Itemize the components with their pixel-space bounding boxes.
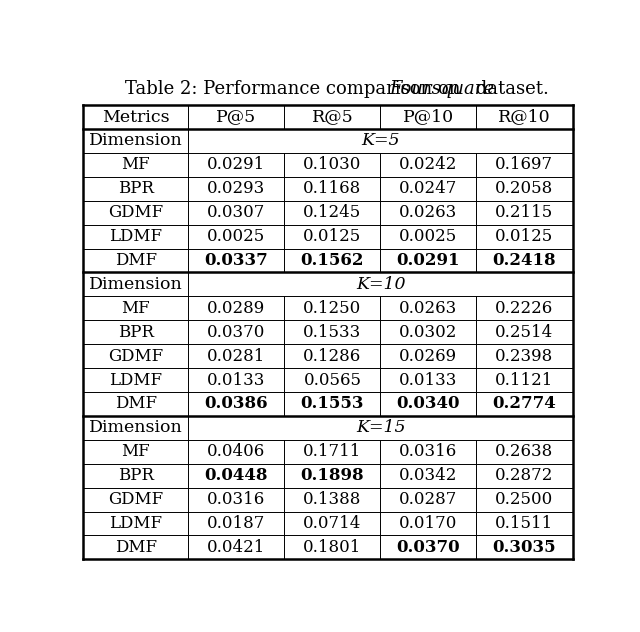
Text: Dimension: Dimension [89,133,182,149]
Text: GDMF: GDMF [108,491,163,508]
Text: 0.0170: 0.0170 [399,515,458,532]
Text: 0.1286: 0.1286 [303,348,362,365]
Text: 0.2058: 0.2058 [495,180,554,197]
Text: 0.0133: 0.0133 [207,372,266,389]
Text: 0.0370: 0.0370 [207,324,266,341]
Text: LDMF: LDMF [109,515,163,532]
Text: Foursquare: Foursquare [389,80,494,98]
Text: 0.0125: 0.0125 [303,228,362,245]
Text: 0.0302: 0.0302 [399,324,458,341]
Text: 0.2418: 0.2418 [493,252,556,269]
Text: 0.0291: 0.0291 [397,252,460,269]
Text: 0.2115: 0.2115 [495,204,554,221]
Text: 0.0370: 0.0370 [397,539,460,556]
Text: R@5: R@5 [312,109,353,126]
Text: 0.1121: 0.1121 [495,372,554,389]
Text: R@10: R@10 [498,109,551,126]
Text: 0.1168: 0.1168 [303,180,362,197]
Text: 0.2774: 0.2774 [493,396,556,413]
Text: 0.1245: 0.1245 [303,204,362,221]
Text: LDMF: LDMF [109,372,163,389]
Text: 0.1511: 0.1511 [495,515,554,532]
Text: 0.1697: 0.1697 [495,156,554,173]
Text: 0.1250: 0.1250 [303,300,362,317]
Text: Dimension: Dimension [89,276,182,293]
Text: P@5: P@5 [216,109,257,126]
Text: 0.2398: 0.2398 [495,348,554,365]
Text: 0.0448: 0.0448 [205,467,268,484]
Text: Metrics: Metrics [102,109,170,126]
Text: 0.3035: 0.3035 [493,539,556,556]
Text: Dimension: Dimension [89,420,182,436]
Text: Table 2: Performance comparison on: Table 2: Performance comparison on [125,80,466,98]
Text: 0.2638: 0.2638 [495,443,554,460]
Text: 0.0025: 0.0025 [399,228,458,245]
Text: DMF: DMF [115,396,157,413]
Text: 0.1801: 0.1801 [303,539,362,556]
Text: 0.0281: 0.0281 [207,348,266,365]
Text: 0.2226: 0.2226 [495,300,554,317]
Text: dataset.: dataset. [470,80,549,98]
Text: 0.0025: 0.0025 [207,228,266,245]
Text: BPR: BPR [118,467,154,484]
Text: K=15: K=15 [356,420,405,436]
Text: 0.0421: 0.0421 [207,539,266,556]
Text: 0.0565: 0.0565 [303,372,362,389]
Text: 0.1533: 0.1533 [303,324,362,341]
Text: GDMF: GDMF [108,204,163,221]
Text: 0.1898: 0.1898 [301,467,364,484]
Text: 0.2500: 0.2500 [495,491,554,508]
Text: GDMF: GDMF [108,348,163,365]
Text: 0.0287: 0.0287 [399,491,458,508]
Text: BPR: BPR [118,324,154,341]
Text: 0.0247: 0.0247 [399,180,458,197]
Text: DMF: DMF [115,252,157,269]
Text: 0.0337: 0.0337 [205,252,268,269]
Text: K=5: K=5 [362,133,400,149]
Text: 0.0187: 0.0187 [207,515,266,532]
Text: 0.0291: 0.0291 [207,156,266,173]
Text: MF: MF [122,156,150,173]
Text: DMF: DMF [115,539,157,556]
Text: 0.2872: 0.2872 [495,467,554,484]
Text: 0.1388: 0.1388 [303,491,362,508]
Text: 0.0125: 0.0125 [495,228,554,245]
Text: 0.0263: 0.0263 [399,300,458,317]
Text: 0.2514: 0.2514 [495,324,554,341]
Text: 0.1711: 0.1711 [303,443,362,460]
Text: MF: MF [122,443,150,460]
Text: 0.0307: 0.0307 [207,204,266,221]
Text: 0.0386: 0.0386 [205,396,268,413]
Text: 0.1553: 0.1553 [301,396,364,413]
Text: LDMF: LDMF [109,228,163,245]
Text: 0.0263: 0.0263 [399,204,458,221]
Text: 0.1562: 0.1562 [301,252,364,269]
Text: 0.0293: 0.0293 [207,180,266,197]
Text: 0.1030: 0.1030 [303,156,362,173]
Text: 0.0289: 0.0289 [207,300,266,317]
Text: 0.0406: 0.0406 [207,443,266,460]
Text: 0.0316: 0.0316 [399,443,458,460]
Text: BPR: BPR [118,180,154,197]
Text: 0.0342: 0.0342 [399,467,458,484]
Text: 0.0133: 0.0133 [399,372,458,389]
Text: P@10: P@10 [403,109,454,126]
Text: K=10: K=10 [356,276,405,293]
Text: MF: MF [122,300,150,317]
Text: 0.0242: 0.0242 [399,156,458,173]
Text: 0.0269: 0.0269 [399,348,458,365]
Text: 0.0340: 0.0340 [397,396,460,413]
Text: 0.0316: 0.0316 [207,491,266,508]
Text: 0.0714: 0.0714 [303,515,362,532]
